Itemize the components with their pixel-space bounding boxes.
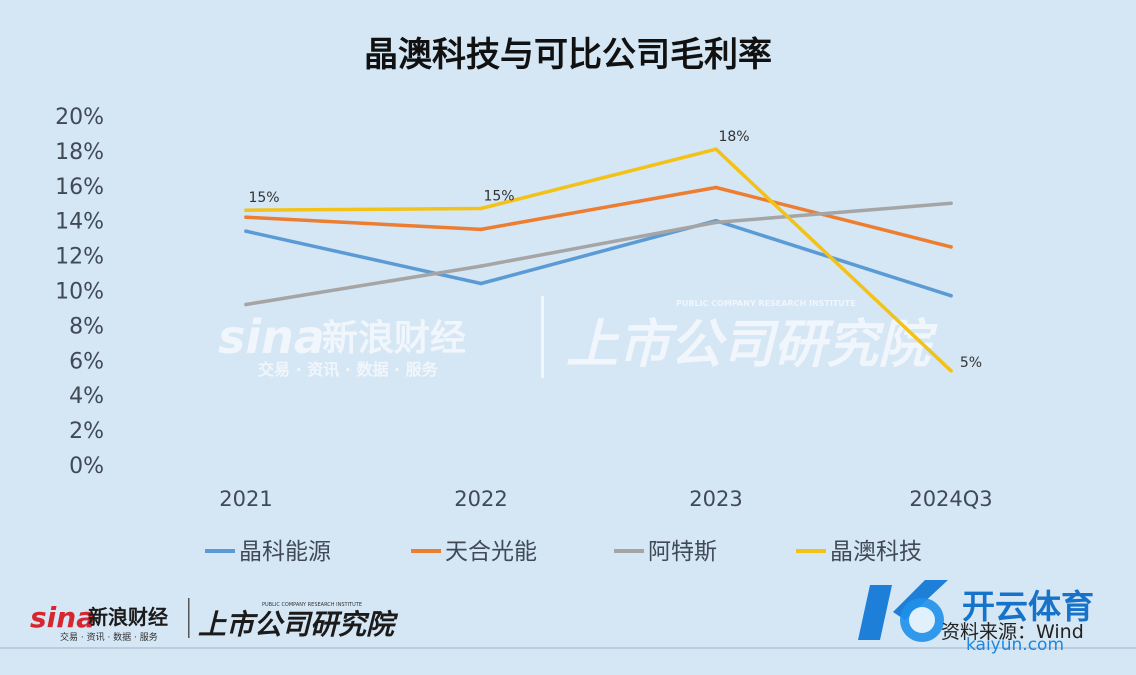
kaiyun-logo: 开云体育 kaiyun.com	[858, 580, 1094, 655]
y-tick-label: 18%	[55, 140, 104, 165]
data-label: 5%	[960, 355, 982, 371]
series-point	[949, 369, 953, 373]
y-tick-label: 2%	[69, 419, 104, 444]
x-tick-label: 2021	[219, 487, 272, 511]
source-note: 资料来源：Wind	[941, 621, 1084, 643]
series-point	[479, 264, 483, 268]
y-tick-label: 4%	[69, 384, 104, 409]
legend: 晶科能源 天合光能 阿特斯 晶澳科技	[205, 539, 922, 565]
legend-label: 晶科能源	[239, 539, 331, 565]
chart-title: 晶澳科技与可比公司毛利率	[364, 35, 772, 75]
footer-institute: 上市公司研究院	[198, 608, 399, 641]
footer-institute-en: PUBLIC COMPANY RESEARCH INSTITUTE	[262, 602, 362, 608]
watermark-divider	[541, 296, 544, 378]
kaiyun-ball-center	[909, 607, 935, 633]
watermark-sina-logo: sina	[218, 310, 325, 364]
series-point	[244, 208, 248, 212]
data-label: 15%	[483, 189, 514, 205]
series-line-3	[244, 201, 953, 307]
series-line-4	[244, 147, 953, 373]
y-tick-label: 0%	[69, 454, 104, 479]
series-point	[479, 206, 483, 211]
series-point	[479, 227, 483, 232]
series-line-2	[244, 185, 953, 249]
series-point	[949, 245, 953, 249]
data-label: 18%	[718, 129, 749, 145]
watermark-institute: 上市公司研究院	[566, 315, 938, 375]
y-tick-label: 10%	[55, 280, 104, 305]
footer-sina-tagline: 交易 · 资讯 · 数据 · 服务	[60, 631, 158, 643]
footer-divider	[188, 598, 190, 638]
data-label: 15%	[248, 190, 279, 206]
series-point	[244, 215, 248, 219]
series-point	[244, 302, 248, 307]
data-label-layer: 15% 15% 18% 5%	[248, 129, 982, 371]
axis-layer: 0% 2% 4% 6% 8% 10% 12% 14% 16% 18% 20% 2021 2022 2023…	[55, 105, 993, 511]
center-watermark: sina 新浪财经 交易 · 资讯 · 数据 · 服务 PUBLIC COMPA…	[218, 296, 938, 379]
series-point	[949, 201, 953, 206]
series-point	[244, 229, 248, 233]
x-tick-label: 2023	[689, 487, 742, 511]
series-point	[714, 147, 718, 151]
footer-sina-name: 新浪财经	[88, 605, 168, 629]
legend-label: 天合光能	[445, 539, 537, 565]
x-tick-label: 2022	[454, 487, 507, 511]
kaiyun-domain: kaiyun.com	[966, 635, 1064, 655]
legend-label: 阿特斯	[648, 539, 717, 565]
y-tick-label: 6%	[69, 349, 104, 374]
series-point	[949, 293, 953, 298]
y-tick-label: 14%	[55, 210, 104, 235]
footer-sina-brand: sina	[30, 601, 95, 634]
watermark-institute-en: PUBLIC COMPANY RESEARCH INSTITUTE	[676, 299, 856, 308]
watermark-name: 新浪财经	[322, 318, 466, 359]
y-tick-label: 12%	[55, 245, 104, 270]
series-point	[479, 281, 483, 286]
legend-label: 晶澳科技	[830, 539, 922, 565]
x-tick-label: 2024Q3	[909, 487, 992, 511]
y-tick-label: 20%	[55, 105, 104, 130]
series-line-1	[244, 218, 953, 298]
series-point	[714, 185, 718, 190]
kaiyun-k-stem	[858, 585, 892, 640]
footer-sina-logo: sina 新浪财经 交易 · 资讯 · 数据 · 服务 PUBLIC COMPA…	[30, 598, 399, 643]
watermark-tagline: 交易 · 资讯 · 数据 · 服务	[258, 360, 439, 379]
y-tick-label: 16%	[55, 175, 104, 200]
kaiyun-name: 开云体育	[962, 587, 1094, 626]
y-tick-label: 8%	[69, 314, 104, 339]
series-point	[714, 220, 718, 225]
series-layer	[244, 147, 953, 373]
